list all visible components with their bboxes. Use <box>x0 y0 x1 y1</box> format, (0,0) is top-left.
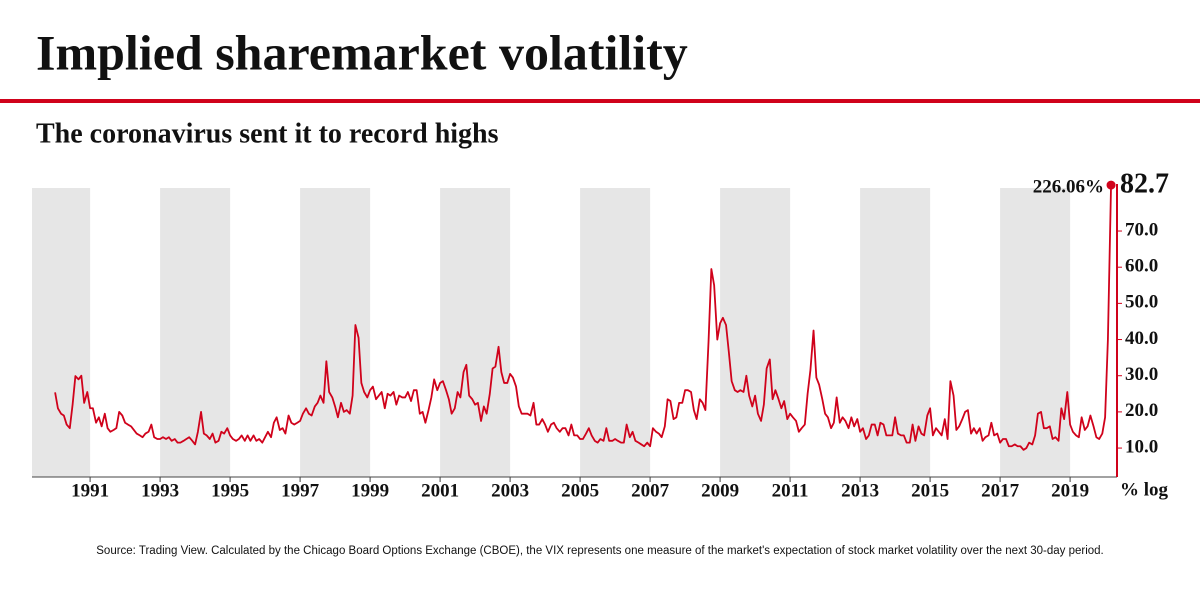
shaded-band <box>580 188 651 477</box>
x-tick-label: 1999 <box>351 480 389 501</box>
x-tick-label: 2013 <box>841 480 879 501</box>
end-value-label: 82.7 <box>1120 169 1169 200</box>
y-tick-label: 60.0 <box>1125 256 1158 277</box>
x-tick-label: 2007 <box>631 480 670 501</box>
source-note: Source: Trading View. Calculated by the … <box>96 545 1103 557</box>
x-tick-label: 2015 <box>911 480 949 501</box>
shaded-band <box>160 188 231 477</box>
y-tick-label: 30.0 <box>1125 364 1158 385</box>
x-tick-label: 2001 <box>421 480 459 501</box>
x-tick-label: 1991 <box>71 480 109 501</box>
x-tick-label: 2017 <box>981 480 1020 501</box>
x-tick-label: 2009 <box>701 480 739 501</box>
shaded-band <box>32 188 91 477</box>
x-tick-label: 2011 <box>772 480 809 501</box>
y-tick-label: 10.0 <box>1125 436 1158 457</box>
shaded-band <box>860 188 931 477</box>
change-annotation: 226.06% <box>1033 176 1104 197</box>
x-tick-label: 2019 <box>1051 480 1089 501</box>
title-rule <box>0 99 1200 103</box>
chart-subtitle: The coronavirus sent it to record highs <box>36 118 499 149</box>
shaded-band <box>440 188 511 477</box>
end-point <box>1106 180 1116 190</box>
chart-title: Implied sharemarket volatility <box>36 24 688 80</box>
x-tick-label: 1993 <box>141 480 179 501</box>
y-tick-label: 40.0 <box>1125 328 1158 349</box>
series-line <box>54 185 1112 451</box>
y-tick-label: 70.0 <box>1125 219 1158 240</box>
shaded-band <box>300 188 371 477</box>
x-tick-label: 1995 <box>211 480 249 501</box>
x-tick-label: 2003 <box>491 480 529 501</box>
y-axis-label: % log <box>1120 479 1169 500</box>
shaded-band <box>720 188 791 477</box>
x-tick-label: 1997 <box>281 480 320 501</box>
y-tick-label: 20.0 <box>1125 400 1158 421</box>
x-tick-label: 2005 <box>561 480 599 501</box>
y-tick-label: 50.0 <box>1125 292 1158 313</box>
